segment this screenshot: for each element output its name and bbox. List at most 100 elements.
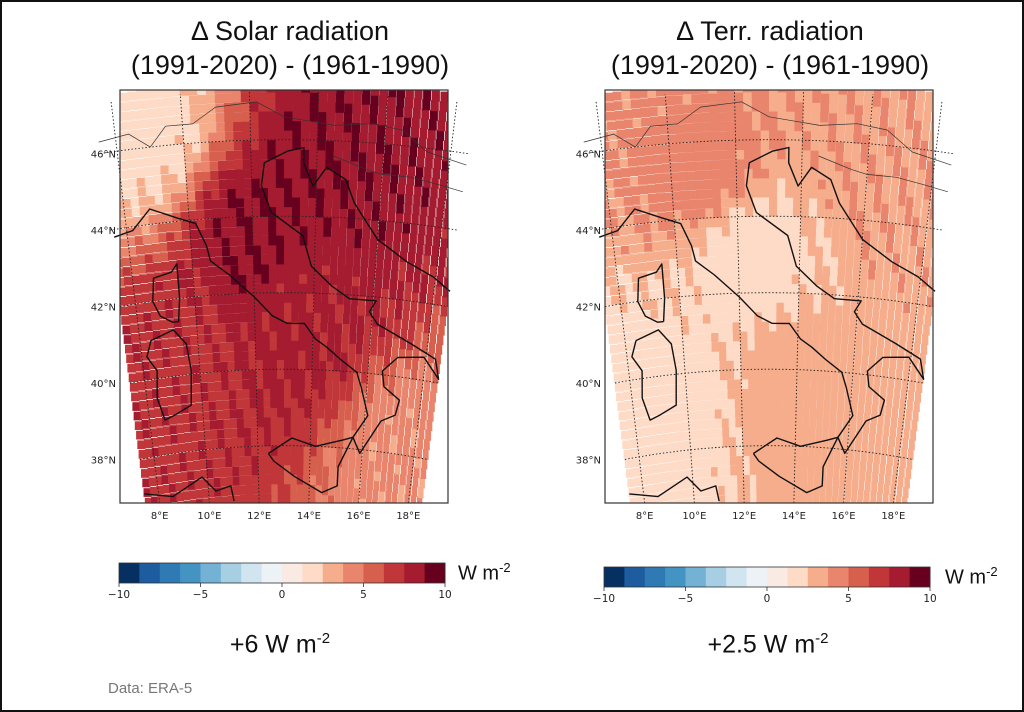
heatmap-cell — [920, 285, 928, 297]
heatmap-cell — [636, 447, 645, 457]
heatmap-cell — [871, 221, 880, 232]
heatmap-cell — [324, 427, 331, 438]
heatmap-cell — [341, 342, 349, 353]
heatmap-cell — [761, 254, 770, 265]
heatmap-cell — [890, 184, 899, 196]
heatmap-cell — [849, 421, 857, 432]
heatmap-cell — [260, 245, 269, 255]
heatmap-cell — [718, 131, 728, 141]
heatmap-cell — [158, 146, 169, 156]
heatmap-cell — [846, 468, 853, 480]
heatmap-cell — [781, 484, 789, 495]
heatmap-cell — [769, 130, 778, 141]
heatmap-cell — [721, 217, 731, 227]
heatmap-cell — [674, 220, 683, 230]
heatmap-cell — [777, 91, 787, 102]
heatmap-cell — [624, 459, 633, 469]
heatmap-cell — [730, 456, 738, 466]
heatmap-cell — [720, 370, 728, 381]
heatmap-cell — [249, 398, 258, 409]
heatmap-cell — [612, 305, 622, 315]
heatmap-cell — [438, 110, 447, 122]
heatmap-cell — [217, 429, 225, 439]
heatmap-cell — [905, 118, 914, 130]
heatmap-cell — [342, 141, 351, 152]
heatmap-cell — [330, 245, 339, 257]
heatmap-cell — [649, 367, 658, 377]
heatmap-cell — [821, 457, 828, 468]
heatmap-cell — [648, 290, 658, 300]
heatmap-cell — [262, 359, 271, 370]
heatmap-cell — [837, 103, 847, 114]
heatmap-cell — [769, 359, 777, 370]
heatmap-cell — [197, 94, 208, 105]
heatmap-cell — [300, 120, 310, 131]
heatmap-cell — [329, 265, 338, 276]
mask-right — [448, 85, 470, 525]
heatmap-cell — [640, 281, 650, 291]
heatmap-cell — [631, 195, 642, 205]
heatmap-cell — [322, 465, 330, 477]
heatmap-cell — [408, 155, 417, 167]
heatmap-cell — [312, 369, 320, 380]
heatmap-cell — [262, 340, 271, 351]
heatmap-cell — [241, 351, 250, 361]
heatmap-cell — [813, 475, 820, 487]
heatmap-cell — [223, 409, 231, 420]
heatmap-cell — [375, 152, 384, 164]
heatmap-cell — [737, 235, 747, 246]
heatmap-cell — [800, 216, 809, 227]
heatmap-cell — [235, 179, 244, 189]
heatmap-cell — [631, 108, 642, 118]
heatmap-cell — [803, 398, 811, 409]
heatmap-cell — [822, 275, 830, 286]
parallel-line — [110, 215, 458, 231]
heatmap-cell — [155, 204, 165, 214]
heatmap-cell — [291, 264, 300, 274]
heatmap-cell — [718, 140, 728, 151]
heatmap-cell — [853, 460, 860, 471]
heatmap-cell — [658, 318, 668, 328]
heatmap-cell — [425, 371, 432, 383]
heatmap-cell — [200, 382, 209, 393]
heatmap-cell — [854, 440, 862, 452]
heatmap-cell — [793, 168, 802, 179]
heatmap-cell — [870, 491, 877, 503]
heatmap-cell — [865, 393, 872, 405]
heatmap-cell — [712, 188, 722, 199]
heatmap-cell — [276, 330, 285, 341]
heatmap-cell — [733, 341, 741, 351]
heatmap-cell — [119, 170, 129, 180]
heatmap-cell — [203, 190, 213, 200]
heatmap-cell — [136, 430, 145, 440]
heatmap-cell — [212, 352, 221, 363]
heatmap-cell — [877, 337, 885, 349]
mask-top — [555, 85, 955, 90]
heatmap-cell — [655, 280, 665, 290]
heatmap-cell — [301, 101, 310, 112]
heatmap-cell — [309, 111, 319, 122]
heatmap-cell — [284, 397, 292, 408]
heatmap-cell — [743, 130, 753, 141]
heatmap-cell — [862, 345, 870, 356]
heatmap-cell — [312, 340, 320, 352]
heatmap-cell — [638, 185, 649, 195]
heatmap-cell — [384, 249, 392, 261]
heatmap-cell — [784, 283, 792, 294]
heatmap-cell — [848, 334, 856, 345]
sicily-coastline — [267, 436, 354, 494]
heatmap-cell — [251, 188, 261, 198]
heatmap-cell — [718, 485, 726, 496]
heatmap-cell — [603, 228, 613, 238]
heatmap-cell — [729, 207, 738, 218]
heatmap-cell — [422, 263, 430, 275]
heatmap-cell — [827, 323, 835, 334]
heatmap-cell — [729, 446, 737, 457]
heatmap-cell — [762, 388, 770, 399]
heatmap-cell — [815, 427, 823, 439]
heatmap-cell — [712, 361, 721, 371]
heatmap-cell — [762, 407, 770, 418]
heatmap-cell — [709, 112, 719, 122]
heatmap-cell — [908, 390, 915, 402]
heatmap-cell — [192, 364, 201, 374]
